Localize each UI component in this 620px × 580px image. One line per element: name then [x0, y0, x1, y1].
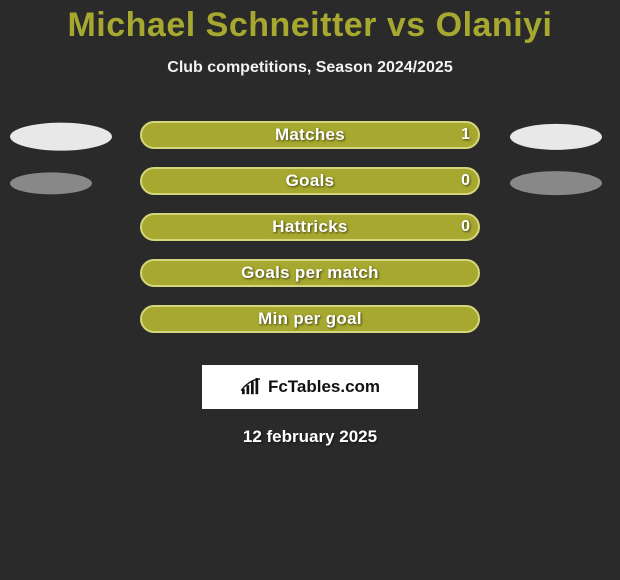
stat-row: Goals0 [0, 163, 620, 209]
page-title: Michael Schneitter vs Olaniyi [0, 0, 620, 45]
bar-chart-icon [240, 378, 262, 396]
player-left-marker [10, 172, 92, 194]
stat-row: Min per goal [0, 301, 620, 347]
stat-label: Goals [140, 167, 480, 195]
stat-label: Matches [140, 121, 480, 149]
fctables-logo: FcTables.com [202, 365, 418, 409]
stat-row: Goals per match [0, 255, 620, 301]
stat-row: Matches1 [0, 117, 620, 163]
stat-row: Hattricks0 [0, 209, 620, 255]
player-right-marker [510, 171, 602, 195]
stat-value: 1 [461, 121, 470, 149]
stat-label: Hattricks [140, 213, 480, 241]
stat-value: 0 [461, 167, 470, 195]
comparison-chart: Matches1Goals0Hattricks0Goals per matchM… [0, 117, 620, 347]
player-right-marker [510, 124, 602, 150]
stat-value: 0 [461, 213, 470, 241]
stat-label: Goals per match [140, 259, 480, 287]
date-label: 12 february 2025 [0, 427, 620, 447]
logo-text: FcTables.com [268, 377, 380, 397]
stat-label: Min per goal [140, 305, 480, 333]
subtitle: Club competitions, Season 2024/2025 [0, 59, 620, 77]
player-left-marker [10, 123, 112, 151]
